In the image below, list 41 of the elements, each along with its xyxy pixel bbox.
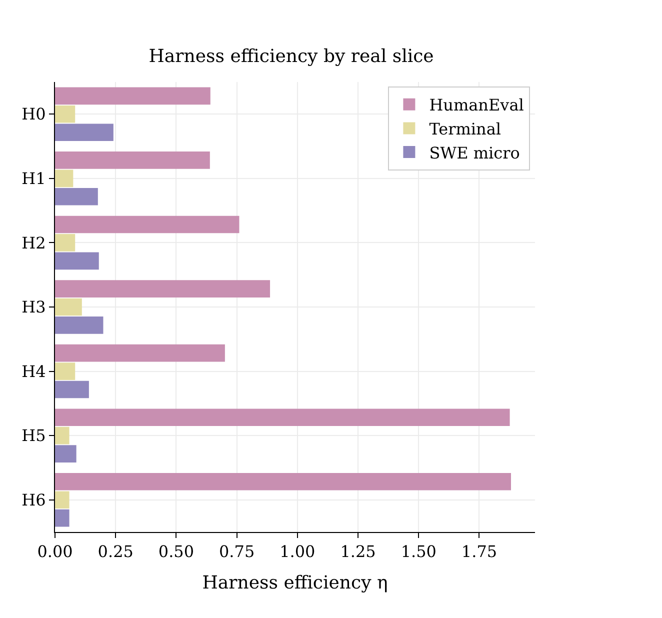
- legend-label: Terminal: [429, 119, 501, 138]
- legend-label: HumanEval: [429, 96, 524, 115]
- bar: [55, 105, 76, 123]
- x-tick-label: 1.25: [340, 542, 376, 562]
- bar: [55, 234, 76, 252]
- bar: [55, 87, 210, 105]
- y-tick-label: H1: [22, 169, 46, 188]
- y-tick-label: H4: [22, 362, 46, 381]
- bar: [55, 408, 510, 426]
- y-tick-label: H0: [22, 104, 46, 124]
- x-tick-label: 0.50: [158, 542, 194, 562]
- bar: [55, 316, 104, 334]
- bar: [55, 362, 76, 380]
- y-tick-label: H2: [22, 233, 46, 252]
- bar: [55, 216, 240, 234]
- bar: [55, 252, 99, 270]
- bar: [55, 170, 74, 188]
- legend-label: SWE micro: [429, 143, 520, 162]
- bar: [55, 298, 82, 316]
- x-tick-label: 1.75: [461, 542, 498, 562]
- bar: [55, 124, 114, 142]
- x-tick-label: 1.00: [280, 542, 316, 562]
- bar: [55, 280, 270, 298]
- bar: [55, 426, 70, 444]
- bar: [55, 491, 70, 509]
- bar: [55, 380, 89, 398]
- bar: [55, 188, 98, 206]
- x-tick-label: 1.50: [400, 542, 436, 562]
- bar: [55, 344, 225, 362]
- y-tick-label: H6: [22, 490, 46, 510]
- x-tick-label: 0.00: [37, 542, 73, 562]
- x-tick-label: 0.75: [219, 542, 255, 562]
- x-axis-title: Harness efficiency η: [202, 572, 388, 594]
- bar: [55, 152, 210, 169]
- y-tick-label: H3: [22, 298, 46, 317]
- x-tick-label: 0.25: [98, 542, 134, 562]
- y-tick-label: H5: [22, 426, 46, 446]
- bar: [55, 445, 76, 462]
- chart-title: Harness efficiency by real slice: [148, 46, 434, 67]
- bar: [55, 472, 511, 490]
- bar: [55, 509, 70, 527]
